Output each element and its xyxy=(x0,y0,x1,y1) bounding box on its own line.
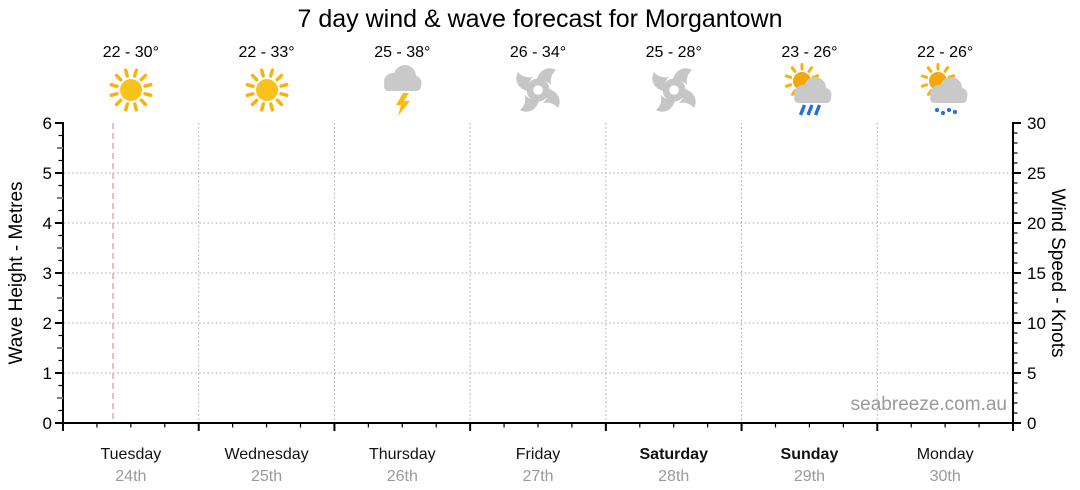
day-column-date: 24th xyxy=(63,467,199,487)
temperature-range: 25 - 28° xyxy=(645,44,702,61)
cyclone-icon xyxy=(516,68,560,112)
day-name: Sunday xyxy=(780,446,839,463)
day-date: 30th xyxy=(929,468,961,485)
day-column-icon xyxy=(199,60,335,120)
day-column-date: 27th xyxy=(470,467,606,487)
day-column-date: 26th xyxy=(334,467,470,487)
day-names-row: Tuesday Wednesday Thursday Friday Saturday Su… xyxy=(63,445,1013,465)
day-date: 27th xyxy=(522,468,554,485)
right-axis-tick-label: 30 xyxy=(1027,114,1046,133)
right-axis-tick-label: 25 xyxy=(1027,164,1046,183)
day-column-name: Saturday xyxy=(606,445,742,465)
horizontal-gridlines xyxy=(64,172,1012,374)
left-axis-title: Wave Height - Metres xyxy=(6,181,27,365)
day-column-icon xyxy=(877,60,1013,120)
temperature-range: 25 - 38° xyxy=(374,44,431,61)
day-column-date: 29th xyxy=(742,467,878,487)
watermark: seabreeze.com.au xyxy=(850,394,1007,415)
day-column-icon xyxy=(470,60,606,120)
sun-showers-icon xyxy=(785,63,832,116)
left-axis-tick-label: 6 xyxy=(43,114,52,133)
right-axis-tick-label: 15 xyxy=(1027,264,1046,283)
sunny-icon xyxy=(245,68,289,112)
right-axis-ticks xyxy=(1013,122,1021,424)
x-axis-ticks xyxy=(62,423,1014,431)
left-axis-tick-label: 0 xyxy=(43,414,52,433)
day-column-temperature: 22 - 26° xyxy=(877,43,1013,63)
day-name: Monday xyxy=(916,446,974,463)
right-axis-tick-label: 5 xyxy=(1027,364,1036,383)
temperature-row: 22 - 30° 22 - 33° 25 - 38° 26 - 34° 25 - 28°… xyxy=(63,43,1013,63)
thunderstorm-icon xyxy=(384,65,422,116)
right-axis-tick-labels: 0 5 10 15 20 25 30 xyxy=(1027,114,1046,433)
day-column-icon xyxy=(334,60,470,120)
day-name: Saturday xyxy=(639,446,708,463)
day-column-name: Thursday xyxy=(334,445,470,465)
left-axis-tick-label: 3 xyxy=(43,264,52,283)
temperature-range: 22 - 26° xyxy=(917,44,974,61)
left-axis-tick-label: 4 xyxy=(43,214,52,233)
left-axis-tick-labels: 0 1 2 3 4 5 6 xyxy=(43,114,52,433)
day-column-name: Friday xyxy=(470,445,606,465)
left-axis-tick-label: 5 xyxy=(43,164,52,183)
temperature-range: 22 - 30° xyxy=(102,44,159,61)
day-column-temperature: 25 - 28° xyxy=(606,43,742,63)
vertical-gridlines xyxy=(198,123,878,422)
day-column-temperature: 22 - 30° xyxy=(63,43,199,63)
day-column-date: 25th xyxy=(199,467,335,487)
day-column-temperature: 22 - 33° xyxy=(199,43,335,63)
day-column-name: Monday xyxy=(877,445,1013,465)
day-column-temperature: 23 - 26° xyxy=(742,43,878,63)
weather-icons-row xyxy=(63,60,1013,120)
cyclone-icon xyxy=(652,68,696,112)
day-column-temperature: 25 - 38° xyxy=(334,43,470,63)
day-date: 28th xyxy=(658,468,690,485)
sunny-icon xyxy=(109,68,153,112)
left-axis-ticks xyxy=(55,122,63,424)
day-column-date: 28th xyxy=(606,467,742,487)
sun-drizzle-icon xyxy=(920,63,968,116)
day-date: 29th xyxy=(793,468,826,485)
day-date: 26th xyxy=(386,468,418,485)
temperature-range: 23 - 26° xyxy=(781,44,838,61)
day-date: 24th xyxy=(115,468,147,485)
day-column-name: Wednesday xyxy=(199,445,335,465)
day-column-icon xyxy=(742,60,878,120)
day-column-icon xyxy=(63,60,199,120)
day-column-temperature: 26 - 34° xyxy=(470,43,606,63)
day-column-name: Sunday xyxy=(742,445,878,465)
right-axis-title: Wind Speed - Knots xyxy=(1047,188,1068,358)
right-axis-tick-label: 0 xyxy=(1027,414,1036,433)
day-column-icon xyxy=(606,60,742,120)
temperature-range: 26 - 34° xyxy=(509,44,567,61)
day-name: Tuesday xyxy=(100,446,162,463)
day-date: 25th xyxy=(251,468,283,485)
left-axis-tick-label: 2 xyxy=(43,314,52,333)
right-axis-tick-label: 10 xyxy=(1027,314,1046,333)
day-name: Wednesday xyxy=(224,446,309,463)
temperature-range: 22 - 33° xyxy=(238,44,295,61)
day-name: Thursday xyxy=(368,446,436,463)
right-axis-tick-label: 20 xyxy=(1027,214,1046,233)
day-column-name: Tuesday xyxy=(63,445,199,465)
left-axis-tick-label: 1 xyxy=(43,364,52,383)
day-column-date: 30th xyxy=(877,467,1013,487)
chart-title: 7 day wind & wave forecast for Morgantow… xyxy=(297,5,783,33)
day-name: Friday xyxy=(515,446,561,463)
day-dates-row: 24th 25th 26th 27th 28th 29th 30th xyxy=(63,467,1013,487)
